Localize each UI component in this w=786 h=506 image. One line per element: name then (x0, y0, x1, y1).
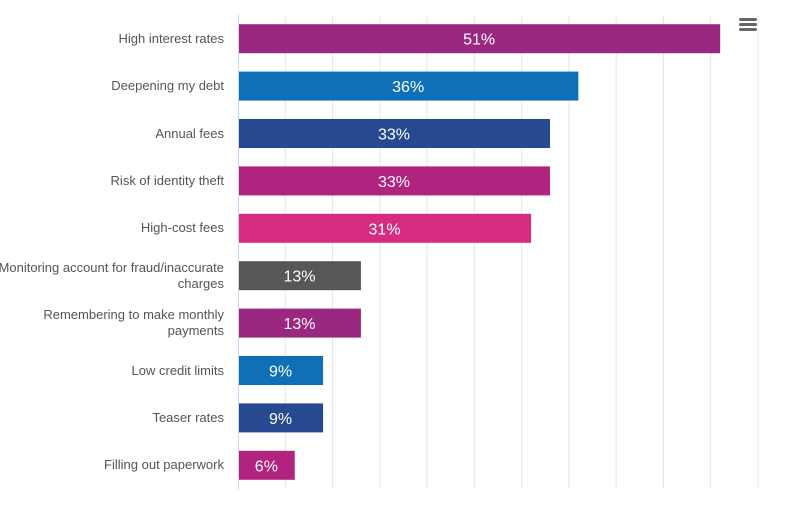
bar[interactable] (239, 450, 295, 480)
bar[interactable] (239, 356, 324, 385)
data-label: 51% (463, 32, 495, 49)
category-label: High-cost fees (140, 220, 224, 236)
data-label: 13% (283, 316, 315, 333)
bar[interactable] (239, 403, 324, 433)
bar[interactable] (239, 166, 550, 196)
category-label: Low credit limits (131, 362, 224, 378)
data-label: 36% (392, 79, 424, 96)
bar[interactable] (239, 119, 550, 148)
data-label: 9% (269, 364, 292, 381)
data-label: 9% (269, 411, 292, 428)
bar[interactable] (239, 308, 361, 338)
data-label: 33% (378, 174, 410, 191)
data-label: 31% (369, 221, 401, 238)
chart-menu-button[interactable] (739, 18, 757, 34)
bar[interactable] (239, 71, 579, 101)
bar[interactable] (239, 213, 532, 243)
hamburger-menu-icon (739, 18, 757, 21)
category-label: Remembering to make monthly payments (43, 307, 224, 339)
category-label: Teaser rates (152, 409, 224, 425)
category-label: Monitoring account for fraud/inaccurate … (0, 259, 224, 291)
bar[interactable] (239, 24, 721, 54)
category-label: Deepening my debt (111, 78, 224, 94)
category-label: High interest rates (118, 30, 225, 46)
data-label: 6% (255, 458, 278, 475)
data-label: 33% (378, 127, 410, 144)
bar[interactable] (239, 261, 361, 291)
data-label: 13% (283, 269, 315, 286)
category-label: Filling out paperwork (104, 457, 224, 473)
category-label: Risk of identity theft (110, 172, 224, 188)
category-label: Annual fees (155, 125, 224, 141)
